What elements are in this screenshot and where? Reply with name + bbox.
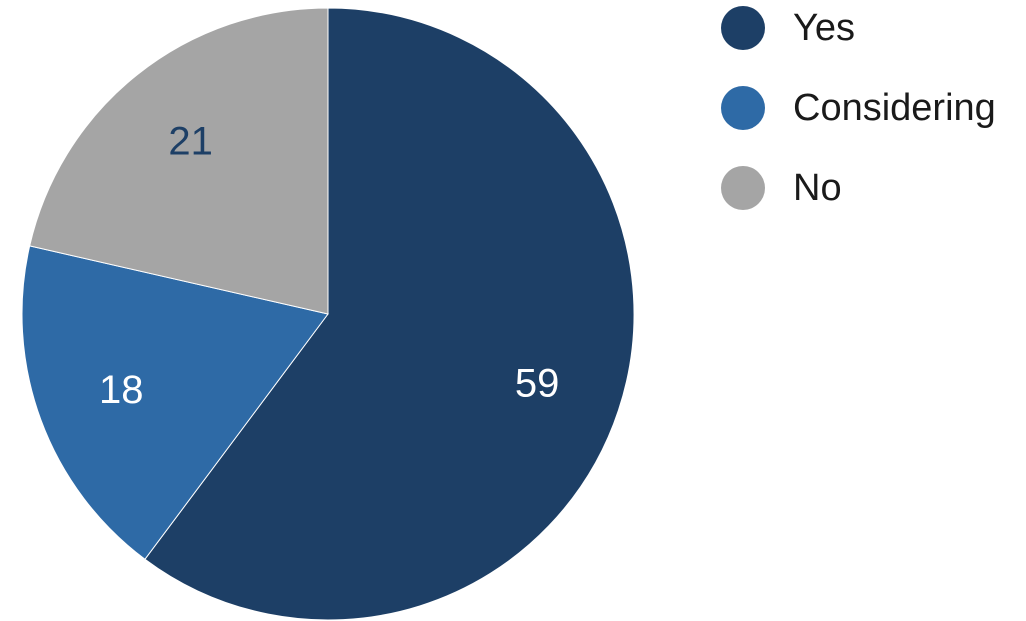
slice-value-label-considering: 18 bbox=[99, 368, 144, 412]
legend-label-considering: Considering bbox=[793, 87, 996, 129]
legend-label-no: No bbox=[793, 167, 842, 209]
pie-slices bbox=[21, 7, 635, 621]
legend-label-yes: Yes bbox=[793, 7, 855, 49]
legend-marker-considering bbox=[721, 86, 765, 130]
pie-slice-considering bbox=[21, 245, 329, 560]
legend-marker-yes bbox=[721, 6, 765, 50]
slice-labels: 59 18 21 bbox=[99, 120, 559, 412]
legend: Yes Considering No bbox=[721, 6, 996, 210]
slice-value-label-no: 21 bbox=[168, 120, 213, 164]
pie-slice-no bbox=[29, 7, 329, 315]
legend-marker-no bbox=[721, 166, 765, 210]
slice-value-label-yes: 59 bbox=[515, 361, 560, 405]
pie-slice-yes bbox=[144, 7, 635, 621]
